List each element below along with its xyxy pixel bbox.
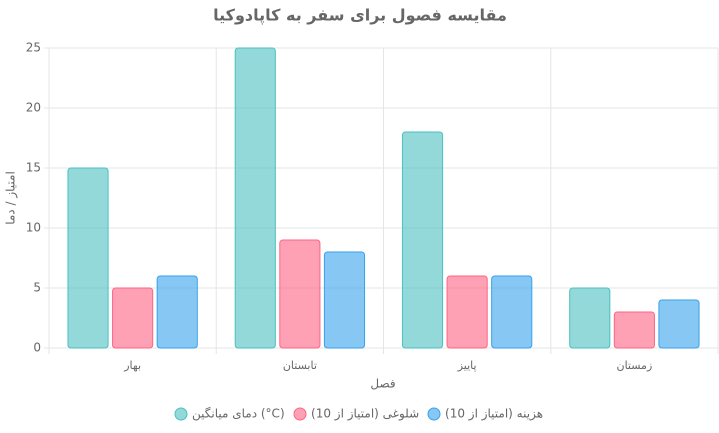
- y-tick-label: 10: [26, 221, 41, 235]
- bar: [613, 311, 655, 349]
- bar: [279, 239, 321, 349]
- y-tick-label: 20: [26, 101, 41, 115]
- legend-marker: [174, 407, 188, 421]
- chart-title: مقایسه فصول برای سفر به کاپادوکیا: [213, 6, 507, 26]
- legend-label: هزینه (امتیاز از 10): [445, 407, 543, 422]
- legend-marker: [293, 407, 307, 421]
- x-tick-label: بهار: [123, 359, 141, 372]
- bar: [446, 275, 488, 349]
- x-tick-label: زمستان: [616, 359, 652, 372]
- bar: [491, 275, 533, 349]
- bar: [67, 167, 109, 349]
- y-tick-label: 5: [33, 281, 41, 295]
- x-tick-label: پاییز: [457, 359, 477, 372]
- x-axis-label: فصل: [370, 377, 395, 391]
- bar: [401, 131, 444, 349]
- bar: [112, 287, 154, 349]
- y-tick-label: 25: [26, 41, 41, 55]
- legend-label: دمای میانگین (°C): [192, 407, 285, 422]
- x-tick-label: تابستان: [283, 359, 317, 372]
- legend-marker: [427, 407, 441, 421]
- legend-label: شلوغی (امتیاز از 10): [311, 407, 419, 422]
- y-axis-label: امتیاز / دما: [4, 171, 19, 225]
- bar: [234, 47, 276, 349]
- y-tick-label: 0: [33, 341, 41, 355]
- bar: [658, 299, 700, 349]
- y-tick-label: 15: [26, 161, 41, 175]
- bar: [323, 251, 366, 349]
- bar: [569, 287, 611, 349]
- bar: [156, 275, 198, 349]
